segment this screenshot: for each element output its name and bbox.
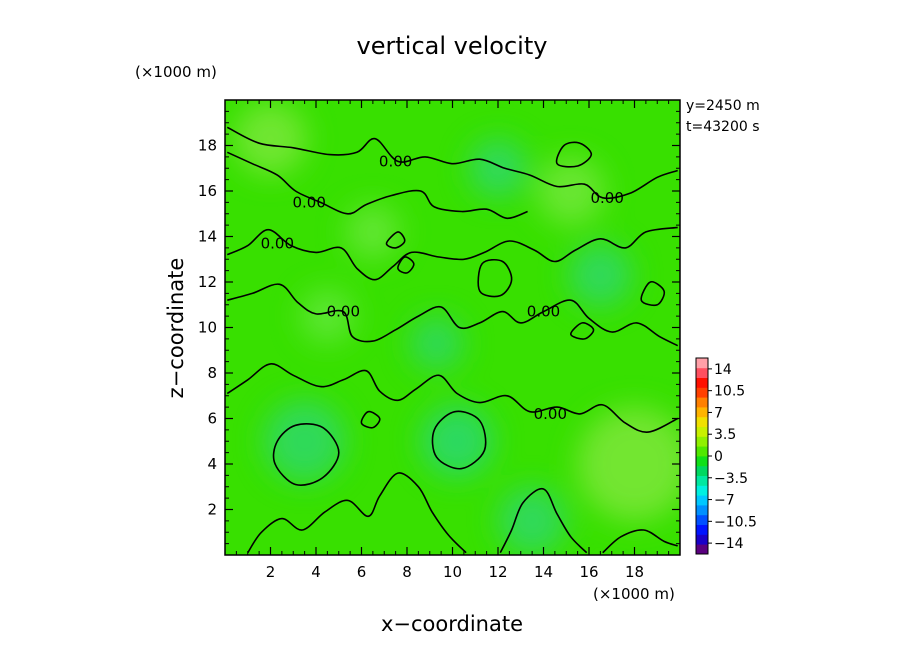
colorbar-tick-label-6: −7 (714, 493, 735, 509)
colorbar-tick-label-2: 7 (714, 405, 723, 421)
colorbar-tick-label-3: 3.5 (714, 427, 736, 443)
contour-label-4: 0.00 (327, 303, 360, 321)
x-tick-label-6: 14 (534, 563, 553, 581)
contour-line-1 (226, 151, 528, 220)
contour-label-1: 0.00 (292, 193, 325, 211)
axes: 2 4 6 8 10 12 14 16 18 2 4 6 8 10 12 14 16 18 (198, 100, 680, 581)
field-patch-3 (420, 404, 494, 478)
contour-line-8 (272, 423, 340, 486)
x-tick-label-7: 16 (579, 563, 598, 581)
y-tick-label-7: 16 (198, 182, 217, 200)
y-tick-label-4: 10 (198, 319, 217, 337)
velocity-field (225, 100, 680, 555)
field-patch-6 (345, 204, 401, 260)
contour-line-9 (431, 410, 487, 470)
colorbar-swatch-8 (696, 465, 708, 476)
field-patch-0 (234, 102, 307, 176)
field-patch-9 (498, 486, 567, 555)
colorbar-tick-label-4: 0 (714, 449, 723, 465)
colorbar-swatch-13 (696, 416, 708, 427)
colorbar-swatch-11 (696, 436, 708, 447)
info-line-position: y=2450 m (686, 98, 760, 114)
colorbar-swatch-14 (696, 407, 708, 418)
y-unit-label: (×1000 m) (135, 63, 217, 81)
colorbar-swatch-0 (696, 544, 708, 555)
contour-line-5 (247, 472, 467, 554)
chart-title: vertical velocity (357, 32, 548, 60)
contour-line-3 (227, 283, 679, 347)
colorbar-tick-label-5: −3.5 (714, 471, 748, 487)
colorbar-swatch-12 (696, 426, 708, 437)
contour-label-5: 0.00 (527, 303, 560, 321)
colorbar-tick-label-7: −10.5 (714, 514, 757, 530)
x-tick-label-5: 12 (488, 563, 507, 581)
contour-line-13 (385, 231, 406, 249)
colorbar-swatch-6 (696, 485, 708, 496)
colorbar-tick-label-0: 14 (714, 362, 732, 378)
field-patch-5 (468, 138, 528, 198)
x-unit-label: (×1000 m) (593, 585, 675, 603)
y-tick-label-0: 2 (207, 501, 217, 519)
colorbar-swatch-3 (696, 514, 708, 525)
colorbar-swatch-4 (696, 505, 708, 516)
colorbar-tick-label-1: 10.5 (714, 384, 745, 400)
contour-line-4 (226, 363, 679, 433)
x-axis-label: x−coordinate (381, 612, 523, 636)
x-tick-label-3: 8 (402, 563, 412, 581)
y-tick-label-3: 8 (207, 364, 217, 382)
y-tick-label-6: 14 (198, 228, 217, 246)
y-axis-label: z−coordinate (164, 258, 188, 399)
x-tick-label-1: 4 (311, 563, 321, 581)
field-patch-8 (568, 243, 633, 308)
field-patch-1 (536, 156, 605, 226)
contour-line-11 (570, 322, 595, 340)
contour-line-0 (226, 126, 678, 200)
x-tick-label-2: 6 (357, 563, 367, 581)
colorbar-swatch-5 (696, 495, 708, 506)
colorbar: 14 10.5 7 3.5 0 −3.5 −7 −10.5 −14 (695, 357, 757, 555)
x-tick-label-0: 2 (266, 563, 276, 581)
contour-line-15 (640, 281, 666, 307)
contour-line-14 (397, 256, 415, 274)
field-patch-7 (409, 316, 464, 371)
colorbar-swatch-18 (696, 367, 708, 378)
contour-line-2 (226, 226, 678, 281)
y-tick-label-1: 4 (207, 455, 217, 473)
contour-line-6 (499, 487, 588, 554)
colorbar-swatch-2 (696, 524, 708, 535)
field-patch-2 (577, 407, 680, 521)
colorbar-swatch-10 (696, 446, 708, 457)
contour-label-2: 0.00 (261, 234, 294, 252)
contour-labels: 0.00 0.00 0.00 0.00 0.00 0.00 0.00 (261, 152, 624, 423)
y-tick-label-2: 6 (207, 410, 217, 428)
colorbar-tick-label-8: −14 (714, 536, 744, 552)
colorbar-swatch-19 (696, 358, 708, 369)
contour-line-12 (555, 141, 593, 168)
colorbar-swatch-9 (696, 456, 708, 467)
field-patches (234, 102, 680, 555)
y-tick-label-8: 18 (198, 137, 217, 155)
field-patch-4 (263, 400, 346, 483)
y-tick-label-5: 12 (198, 273, 217, 291)
info-line-time: t=43200 s (686, 119, 760, 135)
contour-line-16 (360, 410, 381, 429)
colorbar-swatch-1 (696, 534, 708, 545)
colorbar-swatch-15 (696, 397, 708, 408)
colorbar-swatch-16 (696, 387, 708, 398)
field-patch-10 (300, 288, 355, 344)
x-tick-label-8: 18 (625, 563, 644, 581)
colorbar-swatch-7 (696, 475, 708, 486)
contour-line-10 (477, 258, 513, 298)
colorbar-swatch-17 (696, 377, 708, 388)
contour-label-3: 0.00 (590, 189, 623, 207)
contour-label-0: 0.00 (379, 152, 412, 170)
contour-line-7 (602, 529, 678, 554)
x-tick-label-4: 10 (443, 563, 462, 581)
contour-lines (226, 126, 679, 554)
contour-label-6: 0.00 (534, 405, 567, 423)
